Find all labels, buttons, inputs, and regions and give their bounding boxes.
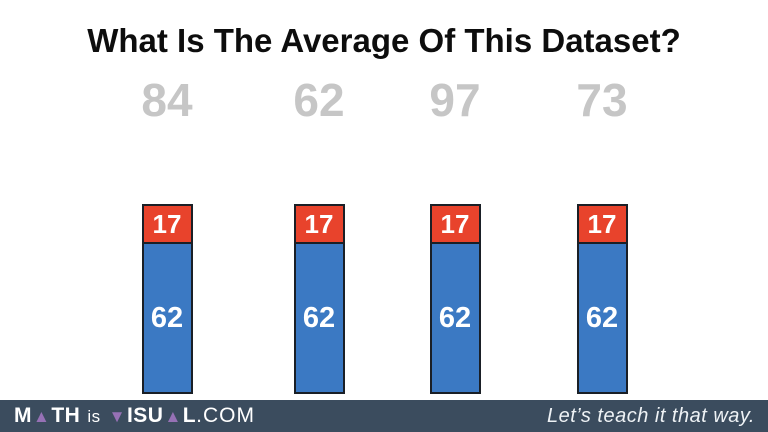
bar-1-bottom-segment: 62 <box>143 244 191 392</box>
bar-4-top-segment: 17 <box>578 206 626 244</box>
dataset-value-2: 62 <box>293 74 345 126</box>
math-is-visual-logo: M ▲ TH is ▼ ISU ▲ L .COM <box>14 404 255 428</box>
logo-dot-com: .COM <box>196 404 255 427</box>
bar-column-4: 73 17 62 <box>560 74 644 394</box>
page-title: What Is The Average Of This Dataset? <box>87 22 681 59</box>
purple-triangle-down-icon: ▼ <box>108 407 126 426</box>
purple-triangle-up-icon: ▲ <box>33 407 51 426</box>
logo-word-is: is <box>87 407 101 426</box>
footer-tagline: Let’s teach it that way. <box>546 404 755 427</box>
bar-4-bottom-segment: 62 <box>578 244 626 392</box>
logo-letters-isu: ISU <box>126 404 164 427</box>
footer-bar: M ▲ TH is ▼ ISU ▲ L .COM Let’s teach it that way… <box>0 400 768 432</box>
logo-letter-l: L <box>182 404 197 427</box>
bar-2-top-segment: 17 <box>295 206 343 244</box>
bar-column-2: 62 17 62 <box>277 74 361 394</box>
logo-letter-m: M <box>14 404 32 427</box>
bar-3-top-segment: 17 <box>431 206 479 244</box>
bar-column-3: 97 17 62 <box>413 74 497 394</box>
logo-letters-th: TH <box>51 404 81 427</box>
stacked-bar-1: 17 62 <box>141 204 193 394</box>
stacked-bar-3: 17 62 <box>429 204 481 394</box>
bar-column-1: 84 17 62 <box>125 74 209 394</box>
stacked-bar-2: 17 62 <box>293 204 345 394</box>
bar-3-bottom-segment: 62 <box>431 244 479 392</box>
dataset-value-4: 73 <box>576 74 628 126</box>
purple-triangle-up-icon: ▲ <box>164 407 182 426</box>
bar-1-top-segment: 17 <box>143 206 191 244</box>
dataset-value-3: 97 <box>429 74 481 126</box>
stacked-bar-4: 17 62 <box>576 204 628 394</box>
bar-2-bottom-segment: 62 <box>295 244 343 392</box>
dataset-value-1: 84 <box>141 74 193 126</box>
